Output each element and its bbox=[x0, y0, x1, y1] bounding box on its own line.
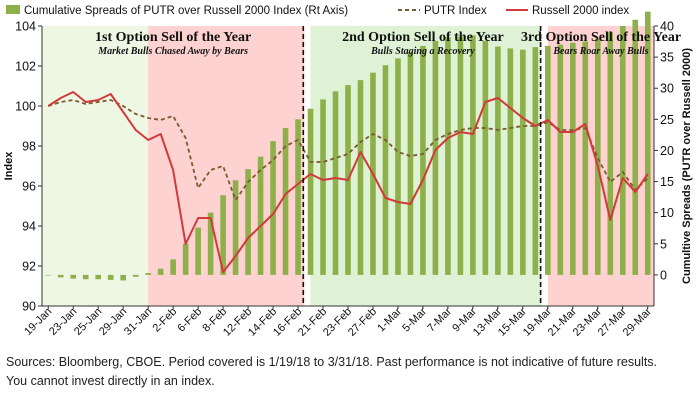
spread-bar bbox=[120, 274, 126, 281]
legend-label-3: Russell 2000 index bbox=[532, 5, 629, 17]
y-left-tick-label: 92 bbox=[22, 260, 36, 274]
legend-label-1: Cumulative Spreads of PUTR over Russell … bbox=[24, 5, 348, 17]
y-left-tick-label: 100 bbox=[15, 100, 36, 114]
y-right-tick-label: 40 bbox=[660, 20, 674, 34]
spread-bar bbox=[270, 141, 276, 275]
spread-bar bbox=[295, 119, 301, 275]
spread-bar bbox=[182, 243, 189, 275]
spread-bar bbox=[420, 45, 426, 275]
x-tick-label: 7-Mar bbox=[425, 305, 454, 334]
x-tick-label: 6-Feb bbox=[175, 306, 204, 335]
spread-bar bbox=[195, 227, 201, 275]
x-tick-label: 5-Mar bbox=[400, 305, 429, 334]
spread-bar bbox=[320, 99, 326, 275]
spread-bar bbox=[220, 195, 226, 275]
spread-bar bbox=[382, 65, 389, 275]
legend-swatch-spreads bbox=[6, 5, 20, 14]
spread-bar bbox=[145, 273, 151, 275]
putr-index-line bbox=[47, 99, 649, 201]
y-right-tick-label: 10 bbox=[660, 206, 674, 220]
spread-bar bbox=[57, 274, 64, 278]
region-subtitle-1: Market Bulls Chased Away by Bears bbox=[97, 46, 248, 57]
region-subtitle-2: Bulls Staging a Recovery bbox=[370, 46, 475, 57]
spread-bar bbox=[207, 212, 214, 275]
spread-bar bbox=[232, 180, 239, 275]
spread-bar bbox=[107, 274, 114, 280]
spread-bar bbox=[644, 11, 651, 275]
spread-bar bbox=[307, 108, 314, 275]
spread-bar bbox=[557, 44, 564, 275]
spread-bar bbox=[507, 48, 514, 275]
spread-bar bbox=[582, 41, 589, 275]
spread-bar bbox=[245, 169, 251, 275]
spread-bar bbox=[545, 45, 551, 275]
x-tick-label: 2-Feb bbox=[150, 306, 179, 335]
y-right-tick-label: 35 bbox=[660, 51, 674, 65]
spread-bar bbox=[407, 52, 414, 275]
spread-bar bbox=[257, 156, 264, 275]
y-right-tick-label: 30 bbox=[660, 82, 674, 96]
x-tick-label: 1-Mar bbox=[375, 305, 404, 334]
y-left-tick-label: 98 bbox=[22, 140, 36, 154]
spread-bar bbox=[445, 37, 451, 275]
y-right-tick-label: 20 bbox=[660, 144, 674, 158]
spread-bar bbox=[532, 47, 539, 275]
spread-bar bbox=[332, 91, 339, 275]
spread-bar bbox=[82, 274, 89, 280]
spread-bar bbox=[495, 46, 501, 275]
y-left-tick-label: 96 bbox=[22, 180, 36, 194]
spread-bar bbox=[607, 32, 614, 275]
x-tick-label: 31-Jan bbox=[122, 306, 154, 338]
region-title-1: 1st Option Sell of the Year bbox=[95, 30, 251, 45]
spread-bar bbox=[45, 274, 52, 276]
region-subtitle-3: Bears Roar Away Bulls bbox=[552, 46, 648, 57]
y-right-tick-label: 5 bbox=[660, 237, 667, 251]
spread-bar bbox=[482, 40, 489, 275]
spread-bar bbox=[520, 49, 526, 275]
y-left-tick-label: 94 bbox=[22, 220, 36, 234]
y-right-tick-label: 0 bbox=[660, 268, 667, 282]
region-title-3: 3rd Option Sell of the Year bbox=[521, 30, 681, 45]
footnote-sources: Sources: Bloomberg, CBOE. Period covered… bbox=[6, 355, 658, 369]
spread-bar bbox=[619, 26, 626, 275]
spread-bar bbox=[95, 274, 102, 280]
y-left-tick-label: 104 bbox=[15, 20, 36, 34]
y-right-axis-label: Cumultive Spreads (PUTR over Russell 200… bbox=[681, 48, 693, 284]
region-shade-1-1 bbox=[42, 26, 155, 306]
y-right-tick-label: 25 bbox=[660, 113, 674, 127]
spread-bar bbox=[357, 80, 364, 275]
spread-bar bbox=[632, 19, 639, 275]
spread-bar bbox=[570, 42, 576, 275]
legend-label-2: PUTR Index bbox=[424, 5, 487, 17]
spread-bar bbox=[282, 128, 289, 275]
spread-bar bbox=[132, 274, 139, 277]
y-right-tick-label: 15 bbox=[660, 175, 674, 189]
y-left-axis-label: Index bbox=[3, 151, 15, 181]
y-left-tick-label: 90 bbox=[22, 300, 36, 314]
russell-2000-line bbox=[47, 91, 649, 273]
region-title-2: 2nd Option Sell of the Year bbox=[342, 30, 504, 45]
spread-bar bbox=[170, 259, 176, 275]
spread-bar bbox=[457, 36, 464, 275]
spread-bar bbox=[395, 58, 401, 275]
spread-bar bbox=[432, 40, 439, 275]
spread-bar bbox=[70, 274, 77, 279]
spread-bar bbox=[157, 268, 164, 275]
footnote-disclaimer: You cannot invest directly in an index. bbox=[6, 374, 215, 388]
spread-bar bbox=[470, 35, 476, 275]
x-tick-label: 27-Feb bbox=[346, 306, 379, 339]
x-tick-label: 29-Mar bbox=[621, 305, 654, 338]
y-left-tick-label: 102 bbox=[15, 60, 36, 74]
spread-bar bbox=[594, 38, 601, 275]
